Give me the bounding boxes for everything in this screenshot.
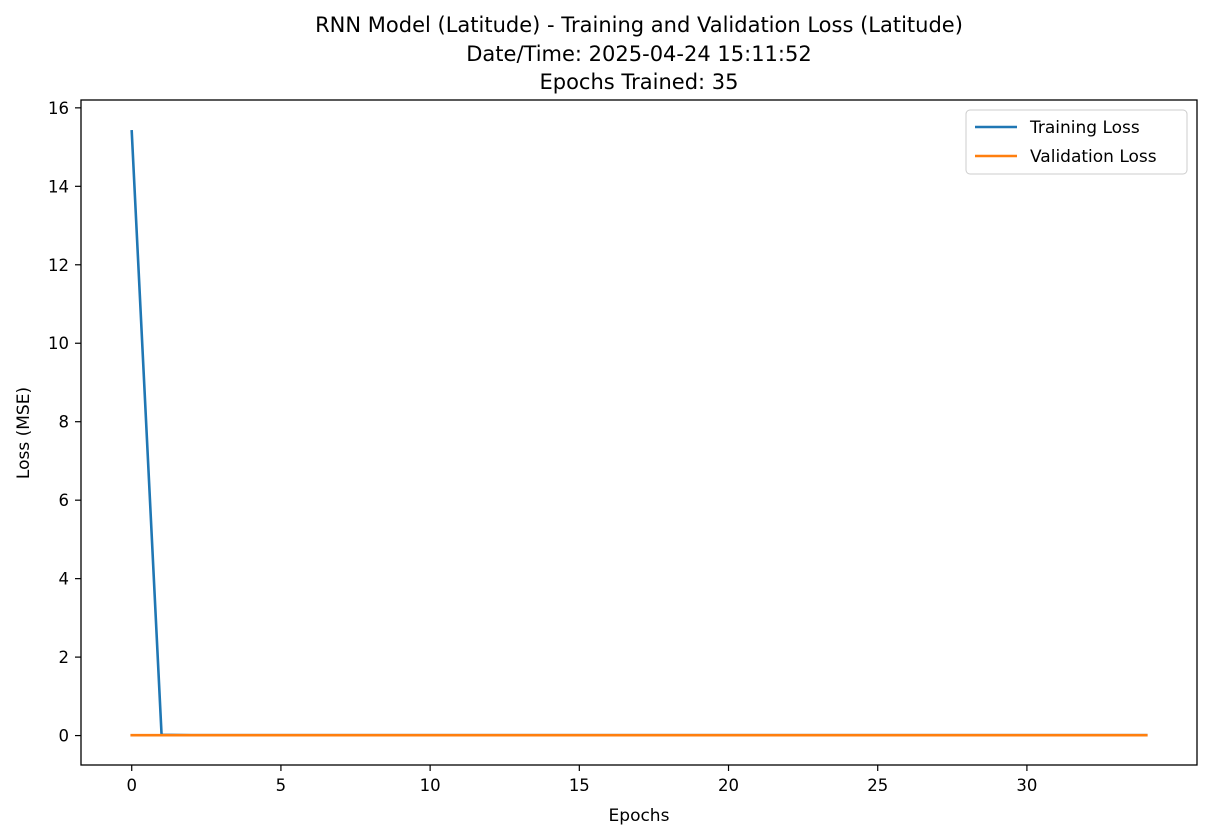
plot-area-frame (80, 99, 1198, 766)
legend-label-training-loss: Training Loss (1029, 118, 1140, 138)
y-tick-label: 2 (59, 648, 70, 667)
legend: Training Loss Validation Loss (965, 109, 1188, 175)
chart-title: RNN Model (Latitude) - Training and Vali… (315, 13, 963, 94)
x-tick-label: 30 (1016, 776, 1037, 795)
x-axis-label: Epochs (609, 806, 670, 826)
chart-title-line-1: RNN Model (Latitude) - Training and Vali… (315, 13, 963, 37)
x-tick-label: 25 (867, 776, 888, 795)
x-tick-label: 10 (420, 776, 441, 795)
y-tick-label: 0 (59, 727, 70, 746)
x-tick-label: 5 (276, 776, 287, 795)
y-tick-label: 4 (59, 570, 70, 589)
y-tick-label: 10 (48, 334, 69, 353)
legend-label-validation-loss: Validation Loss (1030, 147, 1157, 167)
x-tick-label: 15 (569, 776, 590, 795)
y-tick-label: 16 (48, 99, 69, 118)
chart-title-line-3: Epochs Trained: 35 (539, 70, 738, 94)
x-axis-ticks: 0 5 10 15 20 25 30 (126, 765, 1037, 795)
x-tick-label: 0 (126, 776, 137, 795)
y-axis-label: Loss (MSE) (14, 387, 34, 479)
y-tick-label: 12 (48, 256, 69, 275)
y-axis-ticks: 0 2 4 6 8 10 12 14 16 (48, 99, 81, 746)
legend-box (965, 109, 1188, 175)
x-tick-label: 20 (718, 776, 739, 795)
y-tick-label: 6 (59, 491, 70, 510)
chart-title-line-2: Date/Time: 2025-04-24 15:11:52 (466, 42, 811, 66)
y-tick-label: 8 (59, 413, 70, 432)
series-lines (130, 130, 1148, 737)
y-tick-label: 14 (48, 177, 69, 196)
